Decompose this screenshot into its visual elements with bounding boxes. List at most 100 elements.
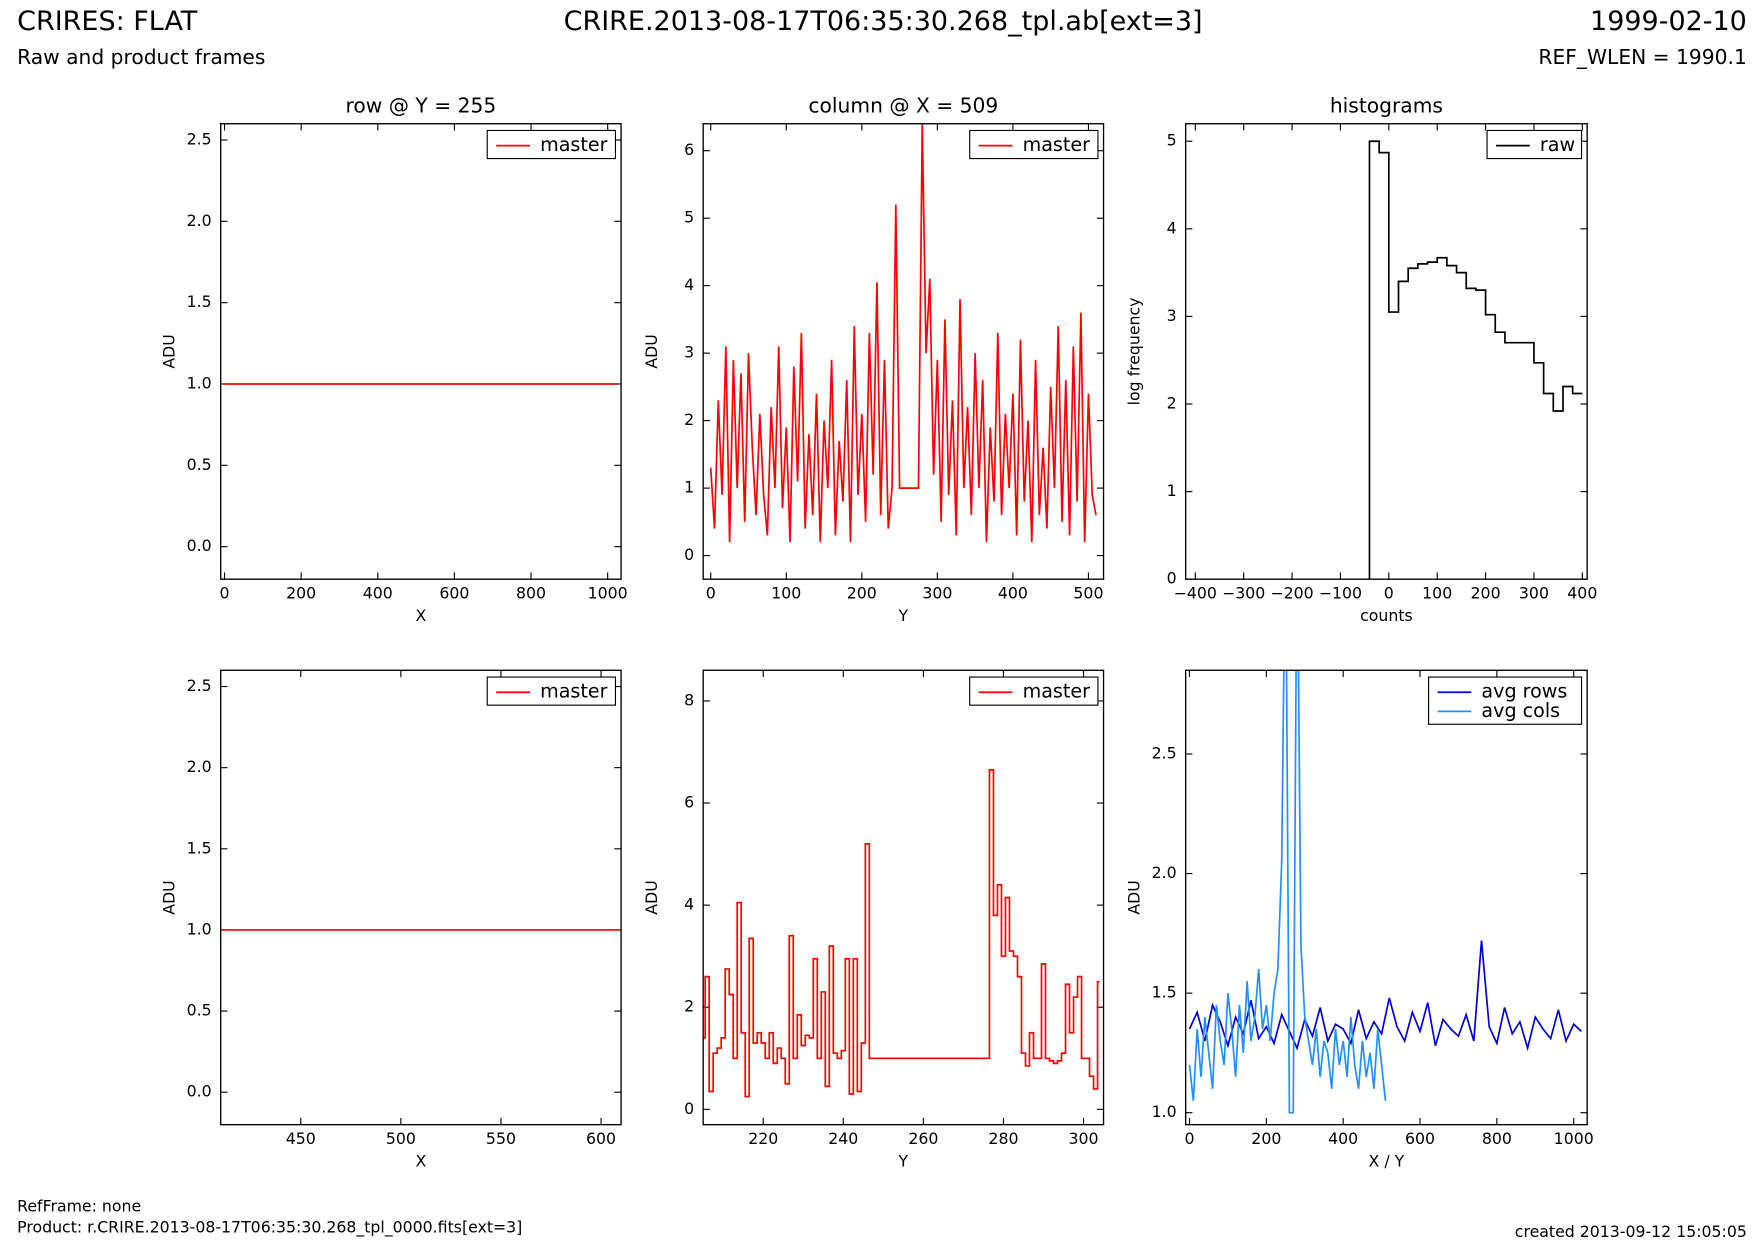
x-tick-label: 280	[988, 1129, 1018, 1148]
panel: histograms counts log frequency −400 −300 −20…	[1125, 93, 1598, 624]
x-tick-label: 200	[1251, 1129, 1281, 1148]
x-tick-label: 100	[1422, 583, 1452, 602]
x-tick-label: 600	[586, 1129, 616, 1148]
x-tick-label: 1000	[1554, 1129, 1594, 1148]
axes-frame	[220, 123, 622, 580]
x-axis-label: counts	[1360, 606, 1413, 625]
plot-area	[1368, 140, 1583, 580]
legend-label: master	[540, 133, 608, 156]
axes-frame	[220, 669, 622, 1126]
y-tick-label: 6	[684, 140, 694, 159]
x-tick-label: 500	[1073, 583, 1103, 602]
y-tick-label: 0.0	[187, 1082, 212, 1101]
y-tick-label: 4	[684, 275, 694, 294]
date: 1999-02-10	[1590, 6, 1747, 37]
x-tick-label: −400	[1174, 583, 1217, 602]
y-tick-label: 1	[1167, 481, 1177, 500]
ref-frame: RefFrame: none	[17, 1196, 141, 1215]
x-axis-label: Y	[898, 1151, 909, 1170]
x-tick-label: 200	[847, 583, 877, 602]
y-tick-label: 1.5	[187, 838, 212, 857]
ref-wlen: REF_WLEN = 1990.1	[1538, 45, 1746, 69]
x-tick-label: 200	[1471, 583, 1501, 602]
y-tick-label: 1	[684, 478, 694, 497]
y-tick-label: 5	[684, 208, 694, 227]
plot-area	[1188, 670, 1582, 1114]
y-tick-label: 3	[1167, 306, 1177, 325]
data-line	[703, 769, 1100, 1098]
y-axis-label: ADU	[642, 880, 661, 914]
y-tick-label: 0.0	[187, 536, 212, 555]
y-tick-label: 4	[684, 895, 694, 914]
y-tick-label: 2	[1167, 394, 1177, 413]
panel-title: column @ X = 509	[808, 93, 998, 117]
y-tick-label: 2.5	[187, 129, 212, 148]
y-tick-label: 8	[684, 690, 694, 709]
panel: Y ADU 220 240 260 280 300 0 2 4 6 8 master	[642, 669, 1105, 1170]
panel: column @ X = 509 Y ADU 0 100 200 300 400 500 0 1 2 3…	[642, 93, 1105, 625]
legend-box	[969, 676, 1099, 706]
x-tick-label: 260	[908, 1129, 938, 1148]
legend-label: master	[1023, 133, 1091, 156]
y-tick-label: 1.0	[187, 919, 212, 938]
panel-title: row @ Y = 255	[346, 93, 497, 117]
x-tick-label: 300	[1519, 583, 1549, 602]
y-tick-label: 1.0	[1152, 1102, 1177, 1121]
x-tick-label: 0	[1384, 583, 1394, 602]
x-tick-label: 300	[1069, 1129, 1099, 1148]
y-tick-label: 0.5	[187, 455, 212, 474]
y-tick-label: 3	[684, 343, 694, 362]
page-title: CRIRES: FLAT	[17, 6, 198, 37]
axes-frame	[1184, 669, 1588, 1126]
page-subtitle: Raw and product frames	[17, 45, 265, 69]
x-axis-label: X / Y	[1369, 1151, 1405, 1170]
legend-box	[486, 676, 617, 706]
x-tick-label: 400	[1328, 1129, 1358, 1148]
x-tick-label: −200	[1270, 583, 1313, 602]
legend-box	[486, 129, 617, 160]
x-tick-label: 400	[1567, 583, 1597, 602]
panel-title: histograms	[1330, 93, 1443, 117]
legend-label: master	[1023, 680, 1091, 703]
y-tick-label: 2	[684, 410, 694, 429]
x-tick-label: 550	[486, 1129, 516, 1148]
y-tick-label: 2.5	[187, 676, 212, 695]
created: created 2013-09-12 15:05:05	[1515, 1222, 1747, 1241]
y-tick-label: 0	[684, 1099, 694, 1118]
legend-box	[969, 129, 1099, 160]
x-tick-label: 600	[1405, 1129, 1435, 1148]
x-tick-label: 1000	[588, 583, 628, 602]
x-tick-label: 500	[386, 1129, 416, 1148]
x-tick-label: 220	[748, 1129, 778, 1148]
plot-area	[703, 769, 1100, 1098]
x-axis-label: X	[415, 1151, 426, 1170]
panel: X / Y ADU 0 200 400 600 800 1000 1.0 1.5 2.0 2.5 avg…	[1125, 669, 1594, 1170]
x-tick-label: 240	[828, 1129, 858, 1148]
x-tick-label: 400	[998, 583, 1028, 602]
legend-label: master	[540, 680, 608, 703]
x-tick-label: 0	[1184, 1129, 1194, 1148]
histogram-step	[1368, 140, 1583, 580]
x-tick-label: 0	[706, 583, 716, 602]
x-tick-label: 800	[516, 583, 546, 602]
y-tick-label: 4	[1167, 218, 1177, 237]
y-axis-label: ADU	[160, 334, 179, 368]
axes-frame	[702, 123, 1105, 580]
x-axis-label: Y	[898, 606, 909, 625]
y-axis-label: log frequency	[1125, 298, 1144, 406]
file-name: CRIRE.2013-08-17T06:35:30.268_tpl.ab[ext…	[564, 6, 1203, 37]
axes-frame	[1184, 123, 1588, 580]
legend-box	[1486, 129, 1583, 160]
x-tick-label: 200	[286, 583, 316, 602]
x-tick-label: −300	[1222, 583, 1265, 602]
legend-label: avg cols	[1481, 699, 1560, 722]
legend-label: avg rows	[1481, 680, 1567, 703]
legend-box	[1428, 676, 1583, 725]
y-axis-label: ADU	[1125, 880, 1144, 914]
y-tick-label: 1.5	[1152, 983, 1177, 1002]
y-axis-label: ADU	[160, 880, 179, 914]
x-tick-label: 400	[363, 583, 393, 602]
y-tick-label: 0.5	[187, 1001, 212, 1020]
y-tick-label: 2	[684, 997, 694, 1016]
